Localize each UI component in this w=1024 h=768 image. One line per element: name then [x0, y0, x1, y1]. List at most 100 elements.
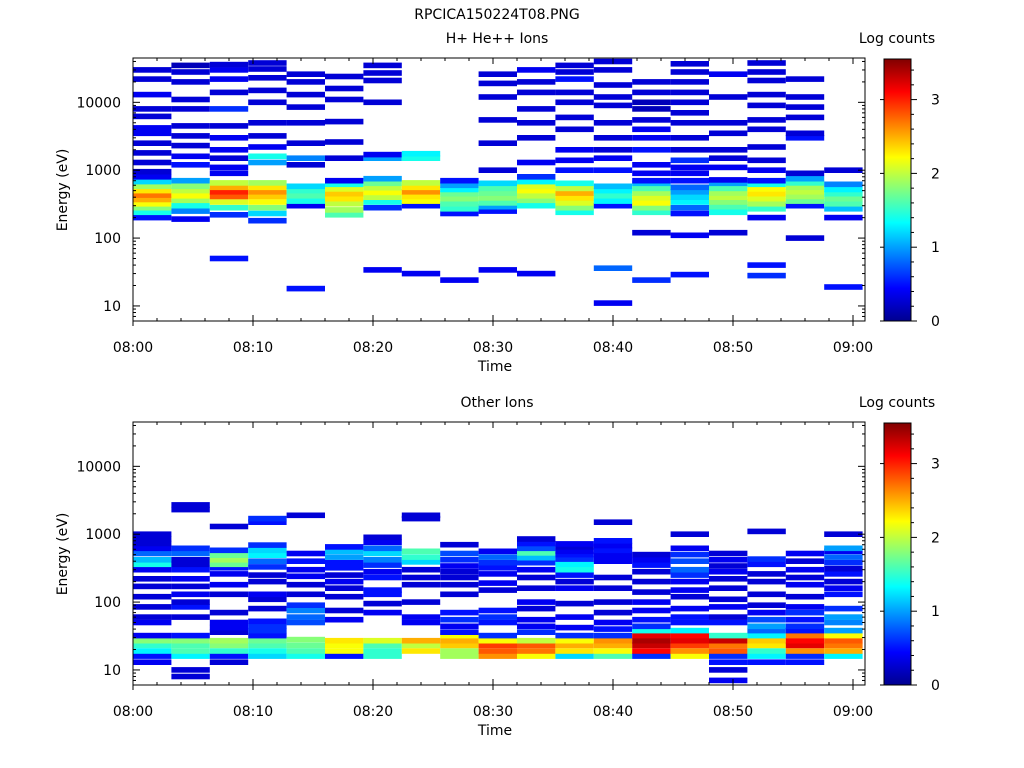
heatmap-cell [747, 177, 786, 184]
heatmap-cell [171, 79, 210, 85]
heatmap-cell [593, 300, 633, 306]
heatmap-cell [670, 79, 709, 85]
heatmap-cell [785, 175, 825, 182]
heatmap-cell [286, 602, 325, 608]
heatmap-cell [555, 190, 594, 196]
heatmap-cell [555, 99, 594, 106]
heatmap-cell [593, 82, 633, 88]
heatmap-cell [401, 198, 441, 204]
heatmap-cell [555, 548, 594, 555]
heatmap-cell [133, 648, 172, 654]
heatmap-cell [440, 186, 479, 193]
heatmap-cell [517, 545, 556, 552]
heatmap-cell [709, 667, 748, 673]
heatmap-cell [747, 181, 786, 188]
heatmap-cell [286, 619, 325, 626]
heatmap-cell [517, 629, 556, 635]
y-tick-label: 1000 [85, 527, 121, 543]
heatmap-cell [517, 120, 556, 126]
heatmap-cell [363, 568, 402, 575]
heatmap-cell [632, 277, 671, 283]
heatmap-cell [709, 642, 748, 649]
heatmap-cell [555, 114, 594, 121]
heatmap-cell [670, 566, 709, 573]
heatmap-cell [440, 648, 479, 654]
heatmap-cell [670, 545, 709, 552]
heatmap-cell [824, 554, 863, 560]
heatmap-cell [632, 578, 671, 585]
heatmap-cell [440, 195, 479, 202]
heatmap-cell [286, 104, 325, 110]
y-axis-ticks: 10 100 1000 10000 [76, 424, 865, 686]
heatmap-cell [785, 114, 825, 121]
heatmap-cell [517, 135, 556, 141]
y-tick-label: 10000 [76, 459, 121, 475]
heatmap-cell [401, 548, 441, 555]
heatmap-cell [171, 566, 210, 573]
heatmap-cell [670, 61, 709, 67]
heatmap-cell [747, 262, 786, 268]
heatmap-cell [593, 653, 633, 659]
heatmap-cell [248, 153, 287, 160]
heatmap-cell [133, 583, 172, 590]
heatmap-cell [209, 547, 249, 554]
heatmap-cell [248, 591, 287, 598]
heatmap-cell [133, 642, 172, 649]
heatmap-cell [286, 581, 325, 588]
heatmap-cell [632, 616, 671, 623]
heatmap-cell [209, 557, 249, 563]
heatmap-cell [747, 648, 786, 654]
heatmap-cell [133, 76, 172, 82]
heatmap-cell [209, 659, 249, 665]
heatmap-cell [517, 653, 556, 659]
heatmap-cell [286, 653, 325, 659]
heatmap-cell [670, 632, 709, 639]
heatmap-cell [478, 559, 517, 566]
heatmap-cell [401, 193, 441, 200]
heatmap-cell [747, 186, 786, 192]
heatmap-cell [286, 120, 325, 126]
heatmap-cell [248, 204, 287, 211]
heatmap-cell [209, 642, 249, 649]
heatmap-cell [747, 167, 786, 173]
heatmap-cell [709, 619, 748, 626]
heatmap-cell [363, 642, 402, 649]
heatmap-cell [478, 180, 517, 187]
heatmap-cell [670, 170, 709, 177]
heatmap-cell [325, 593, 364, 600]
heatmap-cell [363, 557, 402, 563]
heatmap-cell [555, 167, 594, 173]
heatmap-cell [209, 552, 249, 558]
x-tick-label: 09:00 [833, 340, 873, 356]
heatmap-cell [593, 642, 633, 649]
heatmap-cell [593, 632, 633, 639]
heatmap-cell [747, 102, 786, 109]
heatmap-cell [171, 604, 210, 610]
heatmap-cell [209, 123, 249, 129]
heatmap-cell [709, 648, 748, 654]
heatmap-cell [670, 135, 709, 141]
heatmap-cell [171, 545, 210, 552]
heatmap-cell [632, 162, 671, 168]
heatmap-cell [747, 556, 786, 562]
heatmap-cell [785, 637, 825, 644]
heatmap-cell [248, 572, 287, 578]
heatmap-cell [440, 574, 479, 581]
colorbar-tick-label: 2 [931, 166, 940, 182]
heatmap-cell [517, 270, 556, 277]
heatmap-cell [401, 180, 441, 186]
heatmap-cell [325, 177, 364, 184]
heatmap-cell [401, 581, 441, 588]
heatmap-cell [593, 619, 633, 626]
heatmap-cell [171, 208, 210, 214]
heatmap-cell [478, 185, 517, 192]
heatmap-cell [747, 272, 786, 279]
heatmap-cell [785, 642, 825, 649]
heatmap-cell [824, 627, 863, 634]
heatmap-cell [401, 642, 441, 649]
heatmap-cell [593, 519, 633, 525]
heatmap-cell [171, 193, 210, 199]
heatmap-cell [248, 189, 287, 195]
heatmap-cell [709, 130, 748, 137]
heatmap-cell [478, 607, 517, 614]
